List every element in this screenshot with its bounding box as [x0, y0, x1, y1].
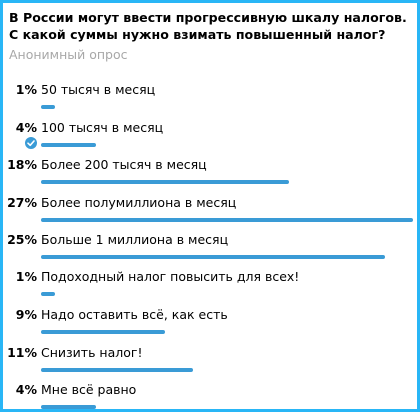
option-label: Больше 1 миллиона в месяц: [41, 232, 229, 247]
option-percent: 18%: [7, 157, 37, 172]
poll-option-8[interactable]: 11% Снизить налог!: [3, 345, 420, 383]
poll-option-7[interactable]: 9% Надо оставить всё, как есть: [3, 307, 420, 345]
poll-question: В России могут ввести прогрессивную шкал…: [9, 10, 407, 42]
option-percent: 4%: [15, 120, 37, 135]
poll-option-3[interactable]: 18% Более 200 тысяч в месяц: [3, 157, 420, 195]
option-bar: [41, 292, 55, 296]
poll-option-4[interactable]: 27% Более полумиллиона в месяц: [3, 195, 420, 233]
option-percent: 4%: [15, 382, 37, 397]
option-percent: 1%: [15, 269, 37, 284]
option-bar: [41, 180, 289, 184]
checkmark-icon: [25, 137, 37, 149]
poll-option-5[interactable]: 25% Больше 1 миллиона в месяц: [3, 232, 420, 270]
option-percent: 1%: [15, 82, 37, 97]
option-label: Мне всё равно: [41, 382, 137, 397]
option-label: Более 200 тысяч в месяц: [41, 157, 207, 172]
option-bar: [41, 143, 96, 147]
option-label: 50 тысяч в месяц: [41, 82, 156, 97]
option-bar: [41, 105, 55, 109]
poll-option-1[interactable]: 1% 50 тысяч в месяц: [3, 82, 420, 120]
option-bar: [41, 218, 413, 222]
option-label: Снизить налог!: [41, 345, 143, 360]
option-percent: 9%: [15, 307, 37, 322]
option-label: 100 тысяч в месяц: [41, 120, 164, 135]
poll-option-9[interactable]: 4% Мне всё равно: [3, 382, 420, 420]
poll-type-label: Анонимный опрос: [9, 47, 128, 62]
option-bar: [41, 330, 165, 334]
option-bar: [41, 405, 96, 409]
option-label: Подоходный налог повысить для всех!: [41, 269, 300, 284]
option-percent: 27%: [7, 195, 37, 210]
option-bar: [41, 255, 385, 259]
option-label: Надо оставить всё, как есть: [41, 307, 228, 322]
poll-option-6[interactable]: 1% Подоходный налог повысить для всех!: [3, 269, 420, 307]
option-label: Более полумиллиона в месяц: [41, 195, 237, 210]
option-percent: 11%: [7, 345, 37, 360]
option-percent: 25%: [7, 232, 37, 247]
poll-option-2[interactable]: 4% 100 тысяч в месяц: [3, 120, 420, 158]
option-bar: [41, 368, 193, 372]
